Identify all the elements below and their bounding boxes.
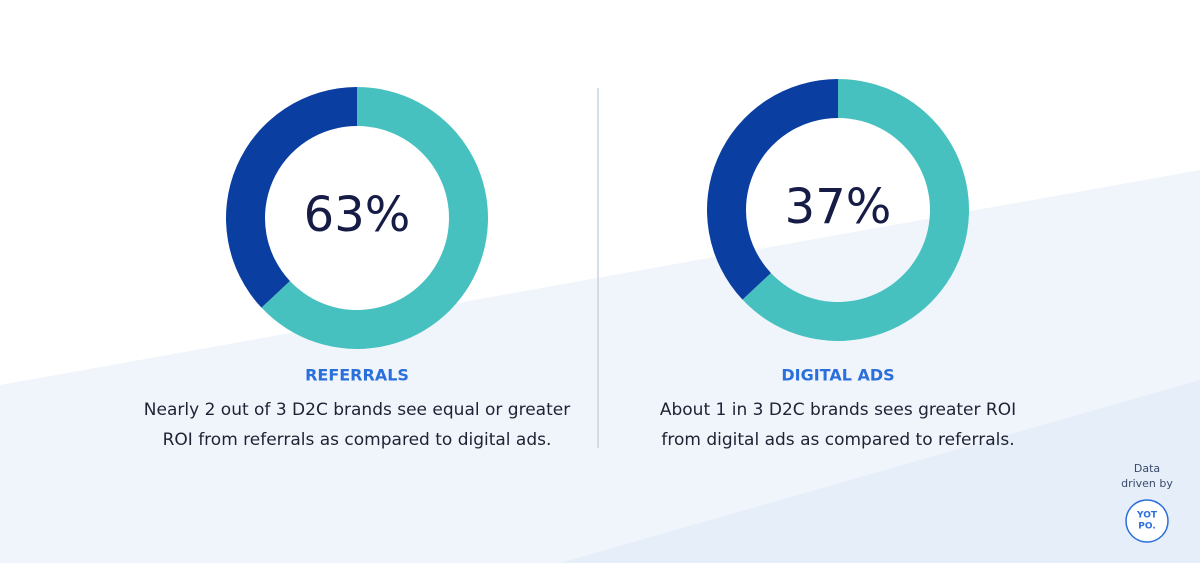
center-label: 37%: [785, 179, 892, 235]
donut-segment: [707, 79, 838, 300]
section-title: REFERRALS: [305, 366, 409, 385]
description: About 1 in 3 D2C brands sees greater ROI: [660, 400, 1016, 420]
donut-segment: [226, 86, 357, 308]
section-title: DIGITAL ADS: [781, 366, 894, 385]
footer-text: driven by: [1121, 477, 1173, 490]
center-label: 63%: [304, 187, 411, 243]
logo-text: YOT: [1136, 511, 1158, 521]
description: from digital ads as compared to referral…: [661, 430, 1014, 450]
background-band: [560, 380, 1200, 563]
background-band: [0, 170, 1200, 563]
description: Nearly 2 out of 3 D2C brands see equal o…: [144, 400, 570, 420]
description: ROI from referrals as compared to digita…: [163, 430, 552, 450]
donut-segment: [261, 87, 489, 349]
logo-text: PO.: [1138, 522, 1155, 532]
logo-circle: [1125, 499, 1169, 543]
footer-text: Data: [1134, 462, 1160, 475]
donut-segment: [742, 79, 970, 341]
